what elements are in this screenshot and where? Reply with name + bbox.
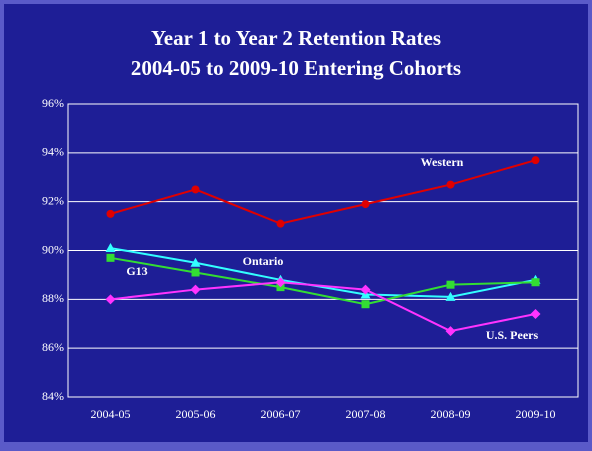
y-tick-label: 96% (42, 96, 64, 110)
series-label: Ontario (243, 254, 284, 268)
series-line (110, 159, 536, 225)
marker (275, 277, 286, 288)
marker (106, 209, 115, 218)
series-label: U.S. Peers (486, 328, 539, 342)
marker (360, 284, 371, 295)
x-tick-label: 2007-08 (346, 407, 386, 421)
marker (190, 284, 201, 295)
marker (445, 326, 456, 337)
x-tick-label: 2004-05 (91, 407, 131, 421)
marker (105, 294, 116, 305)
y-tick-label: 84% (42, 389, 64, 403)
series-line (110, 256, 536, 306)
chart-title: Year 1 to Year 2 Retention Rates (151, 26, 441, 50)
y-tick-label: 94% (42, 145, 64, 159)
marker (531, 278, 540, 287)
marker (531, 156, 540, 165)
marker (446, 180, 455, 189)
x-tick-label: 2005-06 (176, 407, 216, 421)
marker (276, 219, 285, 228)
x-tick-label: 2009-10 (516, 407, 556, 421)
marker (361, 200, 370, 209)
marker (191, 268, 200, 277)
marker (190, 257, 201, 267)
marker (361, 300, 370, 309)
marker (191, 185, 200, 194)
y-tick-label: 88% (42, 291, 64, 305)
y-tick-label: 86% (42, 340, 64, 354)
series-label: Western (421, 155, 464, 169)
series-line (110, 247, 536, 298)
marker (445, 291, 456, 301)
series-line (110, 281, 536, 333)
marker (446, 280, 455, 289)
series-label: G13 (126, 264, 147, 278)
y-tick-label: 92% (42, 193, 64, 207)
chart-subtitle: 2004-05 to 2009-10 Entering Cohorts (131, 56, 461, 80)
x-tick-label: 2006-07 (261, 407, 301, 421)
x-tick-label: 2008-09 (431, 407, 471, 421)
marker (530, 308, 541, 319)
marker (105, 243, 116, 253)
y-tick-label: 90% (42, 242, 64, 256)
marker (106, 253, 115, 262)
slide-background (4, 4, 588, 442)
